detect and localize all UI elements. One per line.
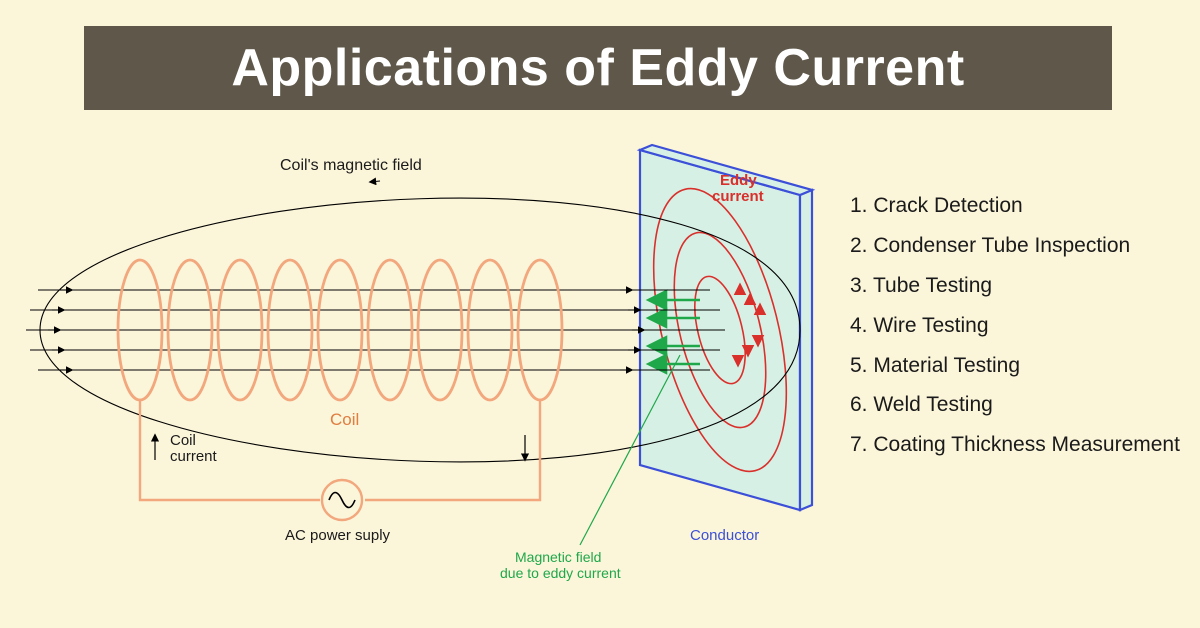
applications-list: 1. Crack Detection 2. Condenser Tube Ins… — [850, 186, 1190, 465]
label-coil-magnetic-field: Coil's magnetic field — [280, 157, 422, 174]
title-bar: Applications of Eddy Current — [84, 26, 1112, 110]
list-item: 4. Wire Testing — [850, 306, 1190, 346]
label-coil: Coil — [330, 410, 359, 429]
list-item: 1. Crack Detection — [850, 186, 1190, 226]
list-item: 2. Condenser Tube Inspection — [850, 226, 1190, 266]
label-coil-current: Coilcurrent — [170, 432, 218, 465]
label-eddy-current: Eddycurrent — [712, 172, 764, 205]
list-item: 6. Weld Testing — [850, 385, 1190, 425]
label-ac-power: AC power suply — [285, 527, 391, 544]
list-item: 7. Coating Thickness Measurement — [850, 425, 1190, 465]
page-title: Applications of Eddy Current — [231, 38, 964, 98]
list-item: 3. Tube Testing — [850, 266, 1190, 306]
eddy-current-diagram: Coil's magnetic field Coil Coilcurrent A… — [20, 140, 840, 610]
label-conductor: Conductor — [690, 527, 759, 544]
list-item: 5. Material Testing — [850, 346, 1190, 386]
field-lines — [26, 290, 725, 370]
label-green: Magnetic fielddue to eddy current — [500, 549, 621, 581]
infographic-canvas: Applications of Eddy Current — [0, 0, 1200, 628]
